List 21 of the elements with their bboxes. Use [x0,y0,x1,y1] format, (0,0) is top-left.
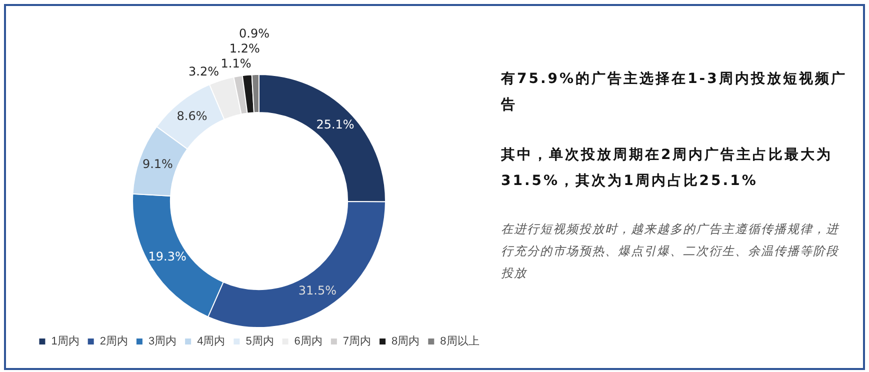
legend-label: 6周内 [294,334,322,348]
legend-label: 1周内 [51,334,80,348]
data-label: 9.1% [142,157,173,172]
data-label: 0.9% [239,26,270,41]
text: 在进行短视频投放时，越来越多的广告主遵循传播规律，进行充分的市场预热、爆点引爆、二次衍生、余温传播等阶段投放 [501,221,840,282]
legend-label: 3周内 [148,334,177,348]
legend-label: 8周内 [392,334,420,348]
data-label: 1.1% [220,56,252,71]
text: 有75.9%的广告主选择在1-3周内投放短视频广告 [501,70,848,115]
legend-label: 4周内 [197,334,226,348]
data-label: 19.3% [148,249,186,264]
text: 其中，单次投放周期在2周内广告主占比最大为31.5%，其次为1周内占比25.1% [501,146,834,191]
data-label: 3.2% [188,64,220,79]
data-label: 25.1% [316,117,354,132]
legend-label: 8周以上 [440,334,480,348]
data-label: 8.6% [176,109,208,123]
data-label: 1.2% [229,41,260,56]
legend-label: 2周内 [100,334,128,348]
legend-label: 5周内 [246,334,274,348]
data-label: 31.5% [298,283,337,298]
legend-label: 7周内 [342,334,372,348]
